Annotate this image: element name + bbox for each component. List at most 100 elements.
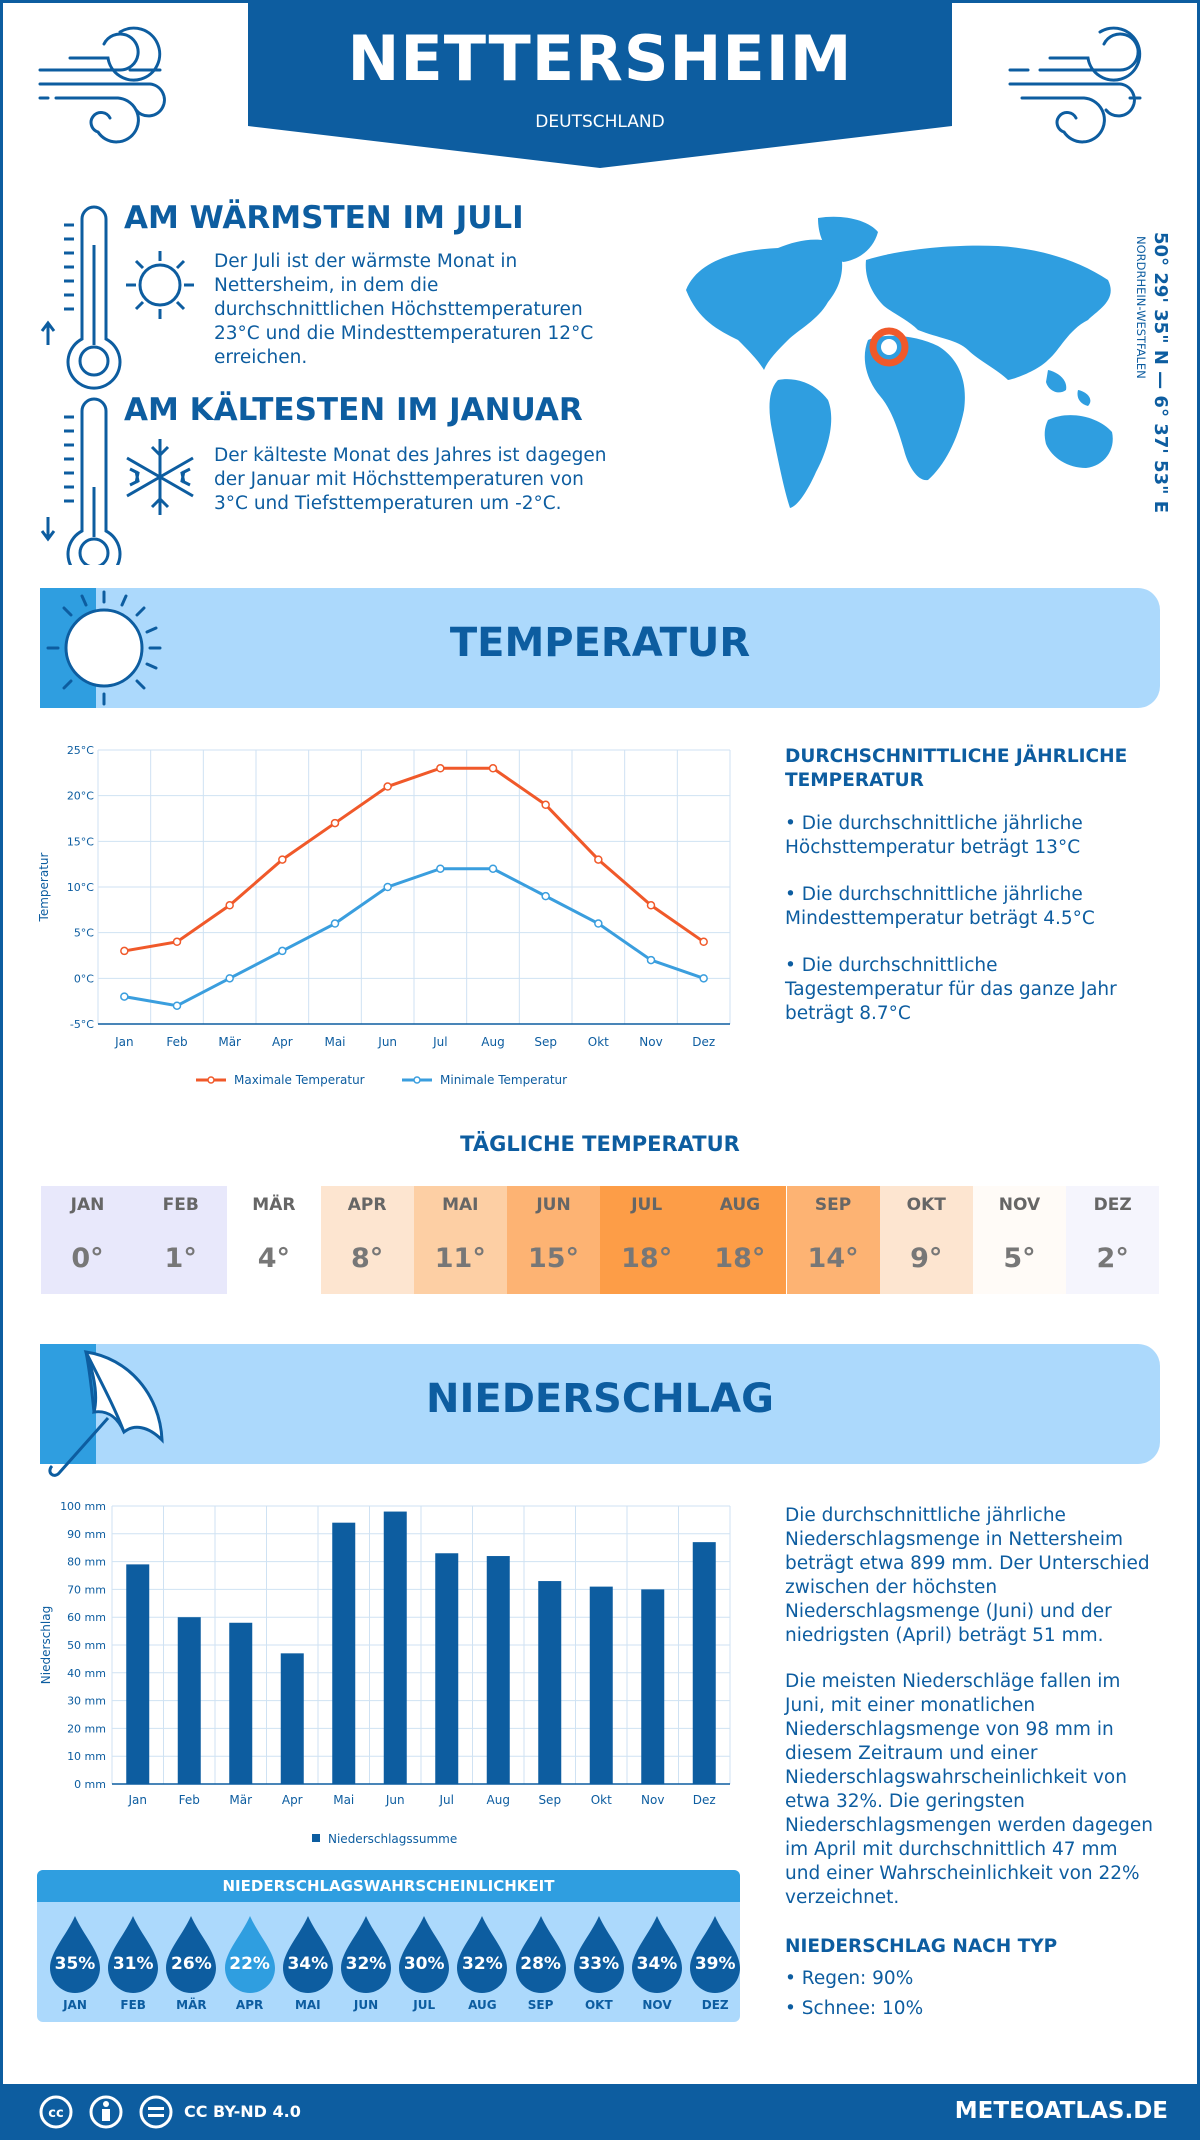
temp-point bbox=[488, 864, 498, 873]
temp-xtick-label: Mai bbox=[324, 1035, 345, 1049]
raindrop-icon bbox=[457, 1916, 508, 1993]
wind-icon-right bbox=[1008, 26, 1142, 144]
precip-bar bbox=[280, 1653, 304, 1784]
precip-bar bbox=[641, 1589, 665, 1784]
precip-xtick-label: Apr bbox=[282, 1793, 303, 1807]
probability-value: 34% bbox=[287, 1954, 329, 1974]
raindrop-icon bbox=[224, 1916, 275, 1993]
daily-temp-month: JUN bbox=[536, 1195, 571, 1215]
temp-xtick-label: Dez bbox=[692, 1035, 715, 1049]
temp-point bbox=[120, 992, 129, 1001]
country-subtitle: DEUTSCHLAND bbox=[535, 112, 665, 132]
cc-icon bbox=[39, 2095, 73, 2129]
cold-text: Der kälteste Monat des Jahres ist dagege… bbox=[214, 445, 607, 514]
temp-point bbox=[330, 919, 340, 928]
daily-temp-month: JUL bbox=[631, 1195, 663, 1215]
probability-value: 28% bbox=[520, 1954, 561, 1974]
probability-value: 32% bbox=[345, 1954, 387, 1974]
precip-ytick-label: 60 mm bbox=[67, 1611, 106, 1624]
probability-drop: 22% APR bbox=[223, 1914, 277, 2014]
temp-point bbox=[172, 1001, 182, 1010]
thermo-icons bbox=[40, 205, 194, 565]
daily-temp-month: MAI bbox=[442, 1195, 479, 1215]
by-icon bbox=[89, 2095, 123, 2129]
precip-bar bbox=[332, 1522, 356, 1784]
probability-value: 34% bbox=[636, 1954, 678, 1974]
continent-north-america bbox=[686, 239, 843, 370]
precip-xtick-label: Dez bbox=[693, 1793, 716, 1807]
location-marker-center bbox=[881, 339, 897, 355]
snowflake-icon bbox=[126, 439, 194, 515]
raindrop-icon bbox=[632, 1916, 682, 1993]
raindrop-icon bbox=[50, 1916, 100, 1993]
precip-xtick-label: Mär bbox=[229, 1793, 252, 1807]
temp-xtick-label: Nov bbox=[639, 1035, 662, 1049]
daily-temp-cell: JUL 18° bbox=[600, 1186, 694, 1294]
sun-large-icon bbox=[40, 588, 162, 708]
daily-temp-month: DEZ bbox=[1093, 1195, 1132, 1215]
precip-type-snow: • Schnee: 10% bbox=[785, 1998, 924, 2019]
cold-title: AM KÄLTESTEN IM JANUAR bbox=[124, 392, 583, 428]
temp-legend-label: Maximale Temperatur bbox=[234, 1073, 365, 1087]
temp-point bbox=[594, 919, 603, 928]
nd-icon bbox=[139, 2095, 173, 2129]
probability-value: 39% bbox=[694, 1954, 736, 1974]
probability-month: JAN bbox=[63, 1998, 87, 2012]
temp-ytick-label: 20°C bbox=[67, 790, 94, 803]
daily-temp-value: 4° bbox=[257, 1243, 291, 1274]
temp-xtick-label: Jun bbox=[377, 1035, 397, 1049]
license-icons: cc bbox=[39, 2095, 173, 2129]
precip-band bbox=[40, 1344, 1160, 1464]
daily-temp-value: 14° bbox=[807, 1243, 859, 1274]
precip-xtick-label: Okt bbox=[591, 1793, 612, 1807]
temp-xtick-label: Sep bbox=[534, 1035, 557, 1049]
raindrop-icon bbox=[573, 1916, 624, 1993]
precipitation-chart: 0 mm 10 mm 20 mm 30 mm 40 mm 50 mm 60 mm 70 mm 8… bbox=[39, 1500, 731, 1846]
probability-value: 31% bbox=[112, 1954, 154, 1974]
temp-ytick-label: 0°C bbox=[74, 972, 94, 985]
precip-ytick-label: 0 mm bbox=[74, 1778, 106, 1791]
temp-point bbox=[436, 864, 445, 873]
probability-month: JUL bbox=[413, 1998, 436, 2012]
precip-xtick-label: Feb bbox=[179, 1793, 200, 1807]
daily-temp-value: 1° bbox=[164, 1243, 197, 1274]
probability-title: NIEDERSCHLAGSWAHRSCHEINLICHKEIT bbox=[37, 1870, 740, 1902]
temp-ylabel: Temperatur bbox=[37, 852, 51, 922]
probability-drop: 32% AUG bbox=[455, 1914, 509, 2014]
coordinates: 50° 29' 35" N — 6° 37' 53" E bbox=[1150, 232, 1171, 514]
probability-drop: 31% FEB bbox=[106, 1914, 160, 2014]
temp-legend-label: Minimale Temperatur bbox=[440, 1073, 567, 1087]
daily-temp-value: 18° bbox=[621, 1243, 673, 1274]
continent-south-america bbox=[769, 379, 832, 508]
precip-ytick-label: 90 mm bbox=[67, 1528, 106, 1541]
site-link[interactable]: METEOATLAS.DE bbox=[954, 2098, 1168, 2124]
daily-temp-month: OKT bbox=[906, 1195, 946, 1215]
precip-ytick-label: 100 mm bbox=[60, 1500, 106, 1513]
temp-point bbox=[436, 764, 445, 773]
daily-temp-cell: DEZ 2° bbox=[1066, 1186, 1160, 1294]
probability-value: 32% bbox=[462, 1954, 503, 1974]
precip-ytick-label: 40 mm bbox=[67, 1667, 106, 1680]
probability-value: 33% bbox=[578, 1954, 620, 1974]
temp-side-point-1: • Die durchschnittliche jährliche Höchst… bbox=[785, 813, 1083, 858]
temp-series-line bbox=[124, 766, 705, 953]
raindrop-icon bbox=[282, 1916, 333, 1993]
temp-ytick-label: 15°C bbox=[67, 835, 94, 848]
precip-bar bbox=[229, 1622, 253, 1784]
precip-xtick-label: Nov bbox=[641, 1793, 664, 1807]
daily-temp-cell: MAI 11° bbox=[413, 1186, 507, 1294]
temp-xtick-label: Okt bbox=[588, 1035, 609, 1049]
temp-point bbox=[594, 855, 603, 864]
probability-drop: 34% NOV bbox=[630, 1914, 684, 2014]
probability-month: APR bbox=[235, 1998, 264, 2012]
temp-xtick-label: Feb bbox=[166, 1035, 187, 1049]
continent-australia bbox=[1044, 415, 1113, 468]
temp-ytick-label: -5°C bbox=[70, 1018, 94, 1031]
temp-legend-marker bbox=[207, 1076, 215, 1084]
temp-point bbox=[383, 882, 392, 892]
precip-ytick-label: 20 mm bbox=[67, 1722, 106, 1735]
temp-point bbox=[646, 901, 656, 910]
daily-temp-month: JAN bbox=[70, 1195, 105, 1215]
probability-month: FEB bbox=[120, 1998, 146, 2012]
precip-type-title: NIEDERSCHLAG NACH TYP bbox=[785, 1936, 1058, 1957]
